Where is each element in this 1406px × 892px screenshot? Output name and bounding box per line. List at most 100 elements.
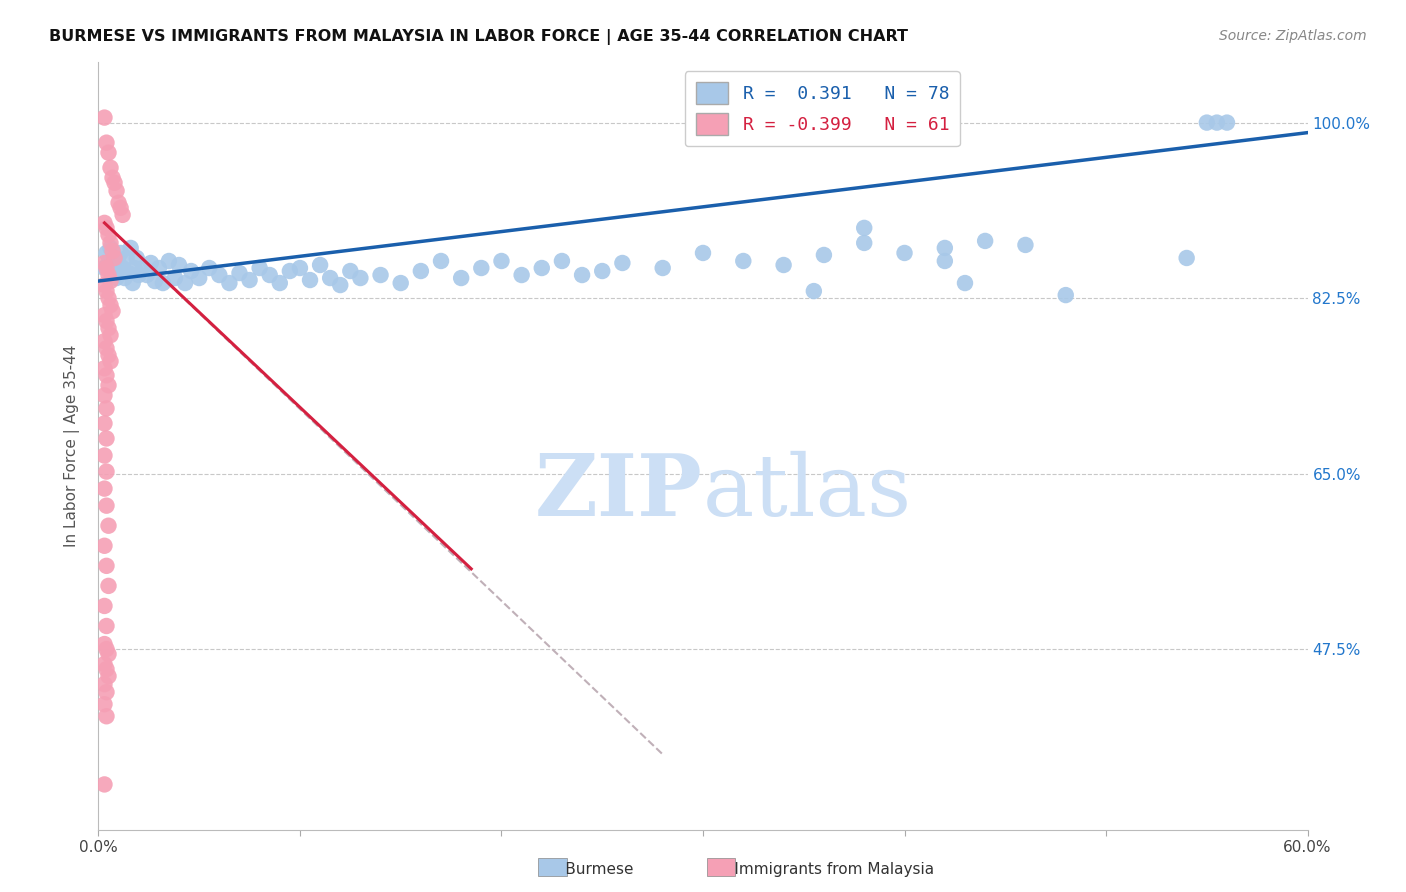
Point [1216,115,1239,129]
Point [93,334,115,349]
Point [110,201,132,215]
Point [93,216,115,230]
Point [96,619,118,633]
Point [96,709,118,723]
Point [571,268,593,282]
Point [115,251,138,265]
Point [934,241,956,255]
Point [93,777,115,791]
Point [128,268,150,282]
Point [591,264,613,278]
Point [93,278,115,293]
Bar [707,858,735,876]
Point [288,260,311,275]
Point [93,697,115,711]
Point [101,244,124,258]
Point [148,260,170,275]
Point [111,208,134,222]
Point [974,234,997,248]
Point [93,260,115,275]
Point [96,401,118,416]
Point [953,276,976,290]
Point [174,276,197,290]
Point [97,647,120,661]
Point [309,258,332,272]
Point [228,266,250,280]
Point [803,284,825,298]
Legend: R =  0.391   N = 78, R = -0.399   N = 61: R = 0.391 N = 78, R = -0.399 N = 61 [685,71,960,146]
Point [319,271,342,285]
Point [97,268,120,282]
Point [1014,238,1036,252]
Point [409,264,432,278]
Point [120,241,142,255]
Point [93,599,115,613]
Point [188,271,211,285]
Point [96,685,118,699]
Point [96,341,118,355]
Point [100,298,122,312]
Point [167,258,190,272]
Point [370,268,392,282]
Point [97,579,120,593]
Point [96,368,118,383]
Point [101,266,124,280]
Text: Burmese: Burmese [541,863,634,877]
Point [103,176,125,190]
Point [97,256,120,270]
Point [103,251,125,265]
Point [105,271,128,285]
Point [100,274,122,288]
Point [450,271,472,285]
Point [97,348,120,362]
Point [249,260,271,275]
Point [96,642,118,657]
Point [93,539,115,553]
Point [96,662,118,676]
Text: atlas: atlas [703,450,912,533]
Text: ZIP: ZIP [536,450,703,534]
Point [470,260,492,275]
Point [110,246,132,260]
Point [93,657,115,672]
Point [93,677,115,691]
Point [97,291,120,305]
Point [430,254,453,268]
Point [1206,115,1229,129]
Point [733,254,755,268]
Point [218,276,240,290]
Point [121,276,143,290]
Point [259,268,281,282]
Point [239,273,262,287]
Point [491,254,513,268]
Point [100,161,122,175]
Point [163,271,186,285]
Point [97,227,120,242]
Point [208,268,231,282]
Point [510,268,533,282]
Text: BURMESE VS IMMIGRANTS FROM MALAYSIA IN LABOR FORCE | AGE 35-44 CORRELATION CHART: BURMESE VS IMMIGRANTS FROM MALAYSIA IN L… [49,29,908,45]
Point [96,558,118,573]
Point [96,220,118,235]
Point [105,184,128,198]
Point [269,276,291,290]
Point [180,264,202,278]
Point [93,388,115,402]
Point [93,308,115,322]
Point [96,499,118,513]
Point [1175,251,1198,265]
Point [853,235,876,250]
Point [107,256,129,270]
Point [107,195,129,210]
Text: Immigrants from Malaysia: Immigrants from Malaysia [710,863,934,877]
Point [101,170,124,185]
Point [299,273,322,287]
Point [114,271,136,285]
Point [100,235,122,250]
Point [93,417,115,431]
Point [118,266,141,280]
Point [100,354,122,368]
Point [96,314,118,328]
Point [100,328,122,343]
Point [124,260,146,275]
